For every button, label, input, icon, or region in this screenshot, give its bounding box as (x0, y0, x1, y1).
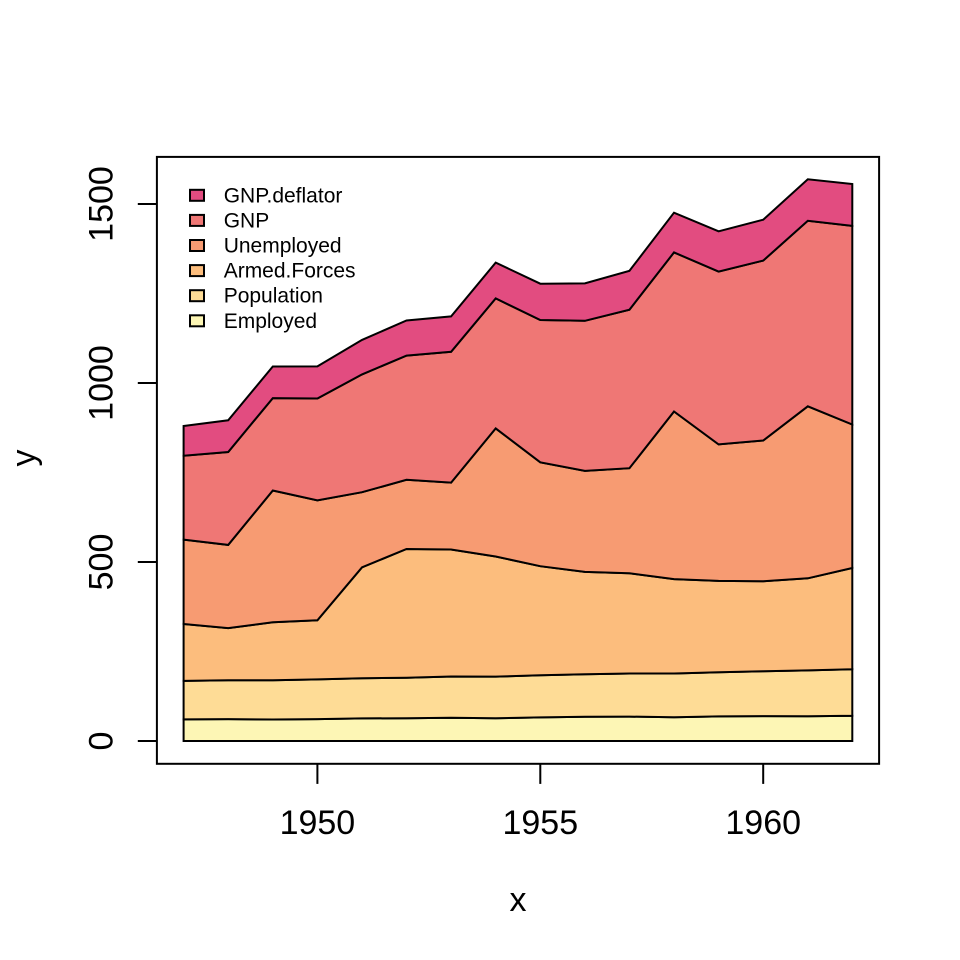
svg-text:x: x (510, 881, 527, 919)
svg-text:Unemployed: Unemployed (224, 235, 342, 258)
svg-text:1950: 1950 (280, 804, 356, 842)
svg-text:1955: 1955 (502, 804, 578, 842)
svg-text:500: 500 (82, 534, 120, 591)
svg-text:0: 0 (82, 732, 120, 751)
svg-text:y: y (5, 450, 43, 467)
svg-text:Armed.Forces: Armed.Forces (224, 260, 356, 283)
svg-text:1960: 1960 (725, 804, 801, 842)
svg-text:GNP.deflator: GNP.deflator (224, 184, 343, 207)
svg-text:Population: Population (224, 285, 323, 308)
svg-text:1000: 1000 (82, 345, 120, 421)
svg-text:1500: 1500 (82, 166, 120, 242)
svg-text:Employed: Employed (224, 310, 317, 333)
svg-text:GNP: GNP (224, 209, 270, 232)
